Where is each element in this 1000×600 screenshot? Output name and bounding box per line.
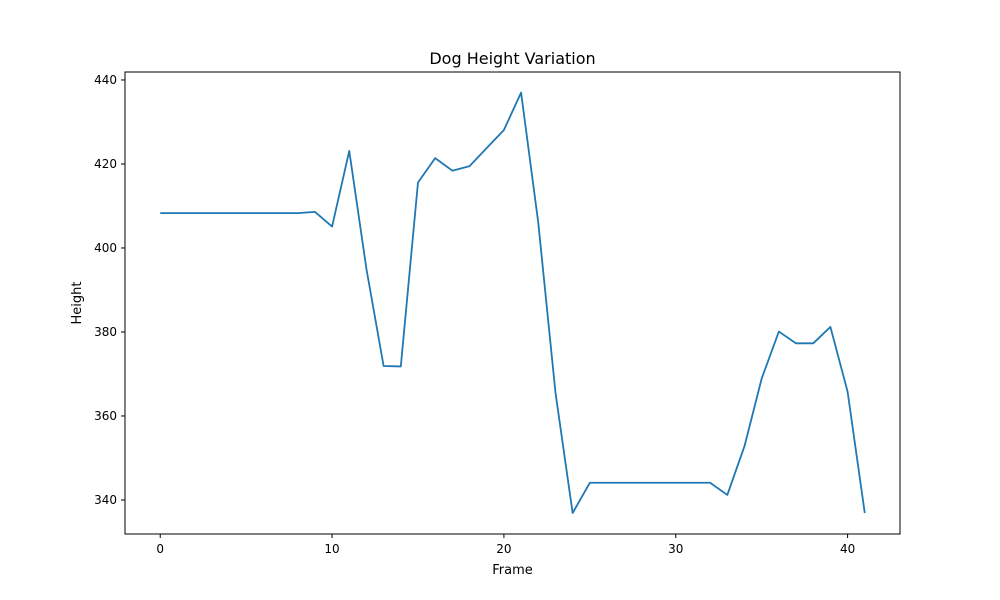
y-tick-label: 360 (94, 409, 117, 423)
chart-title: Dog Height Variation (429, 49, 595, 68)
x-tick-label: 40 (840, 542, 855, 556)
plot-area (160, 91, 866, 514)
x-axis-title: Frame (492, 563, 533, 578)
y-tick-label: 420 (94, 157, 117, 171)
y-tick-label: 380 (94, 325, 117, 339)
plot-frame (124, 71, 901, 535)
x-tick-label: 20 (496, 542, 511, 556)
x-tick-label: 0 (156, 542, 164, 556)
y-tick-label: 440 (94, 73, 117, 87)
x-tick-label: 10 (324, 542, 339, 556)
series-line (160, 91, 866, 514)
x-axis: 0 10 20 30 40 (156, 534, 855, 556)
y-axis: 340 360 380 400 420 440 (94, 73, 125, 507)
y-axis-title: Height (70, 282, 85, 325)
x-tick-label: 30 (668, 542, 683, 556)
y-tick-label: 400 (94, 241, 117, 255)
y-tick-label: 340 (94, 493, 117, 507)
